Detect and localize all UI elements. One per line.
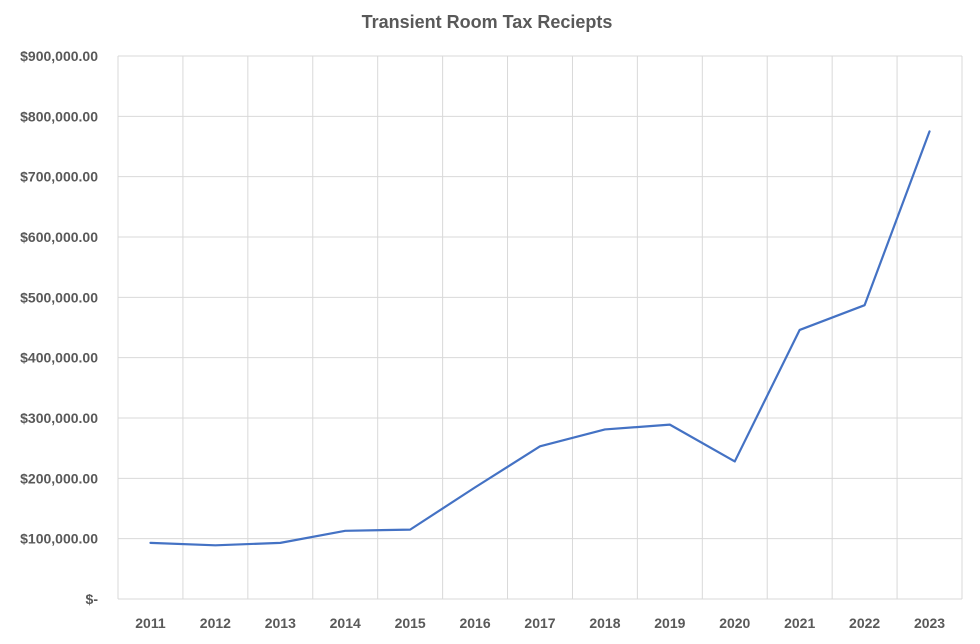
y-tick-label: $100,000.00	[20, 531, 98, 547]
y-tick-label: $600,000.00	[20, 229, 98, 245]
x-tick-label: 2011	[135, 615, 166, 631]
x-tick-label: 2015	[395, 615, 426, 631]
x-axis: 2011 2012 2013 2014 2015 2016 2017 2018 2019 2020…	[135, 615, 945, 631]
series-line	[149, 130, 931, 547]
y-tick-label: $800,000.00	[20, 108, 98, 124]
x-tick-label: 2023	[914, 615, 945, 631]
y-tick-label: $-	[86, 591, 99, 607]
x-tick-label: 2020	[719, 615, 750, 631]
x-tick-label: 2022	[849, 615, 880, 631]
y-tick-label: $700,000.00	[20, 169, 98, 185]
x-tick-label: 2014	[330, 615, 361, 631]
x-tick-label: 2016	[459, 615, 490, 631]
y-tick-label: $400,000.00	[20, 350, 98, 366]
y-tick-label: $200,000.00	[20, 470, 98, 486]
x-tick-label: 2013	[265, 615, 296, 631]
x-tick-label: 2021	[784, 615, 815, 631]
y-tick-label: $900,000.00	[20, 48, 98, 64]
chart-title: Transient Room Tax Reciepts	[362, 12, 613, 32]
y-tick-label: $300,000.00	[20, 410, 98, 426]
x-tick-label: 2018	[589, 615, 620, 631]
x-tick-label: 2017	[524, 615, 555, 631]
x-tick-label: 2012	[200, 615, 231, 631]
y-tick-label: $500,000.00	[20, 289, 98, 305]
grid-layer	[117, 55, 963, 600]
x-tick-label: 2019	[654, 615, 685, 631]
series-layer	[149, 130, 931, 547]
y-axis: $- $100,000.00 $200,000.00 $300,000.00 $400,…	[20, 48, 98, 607]
